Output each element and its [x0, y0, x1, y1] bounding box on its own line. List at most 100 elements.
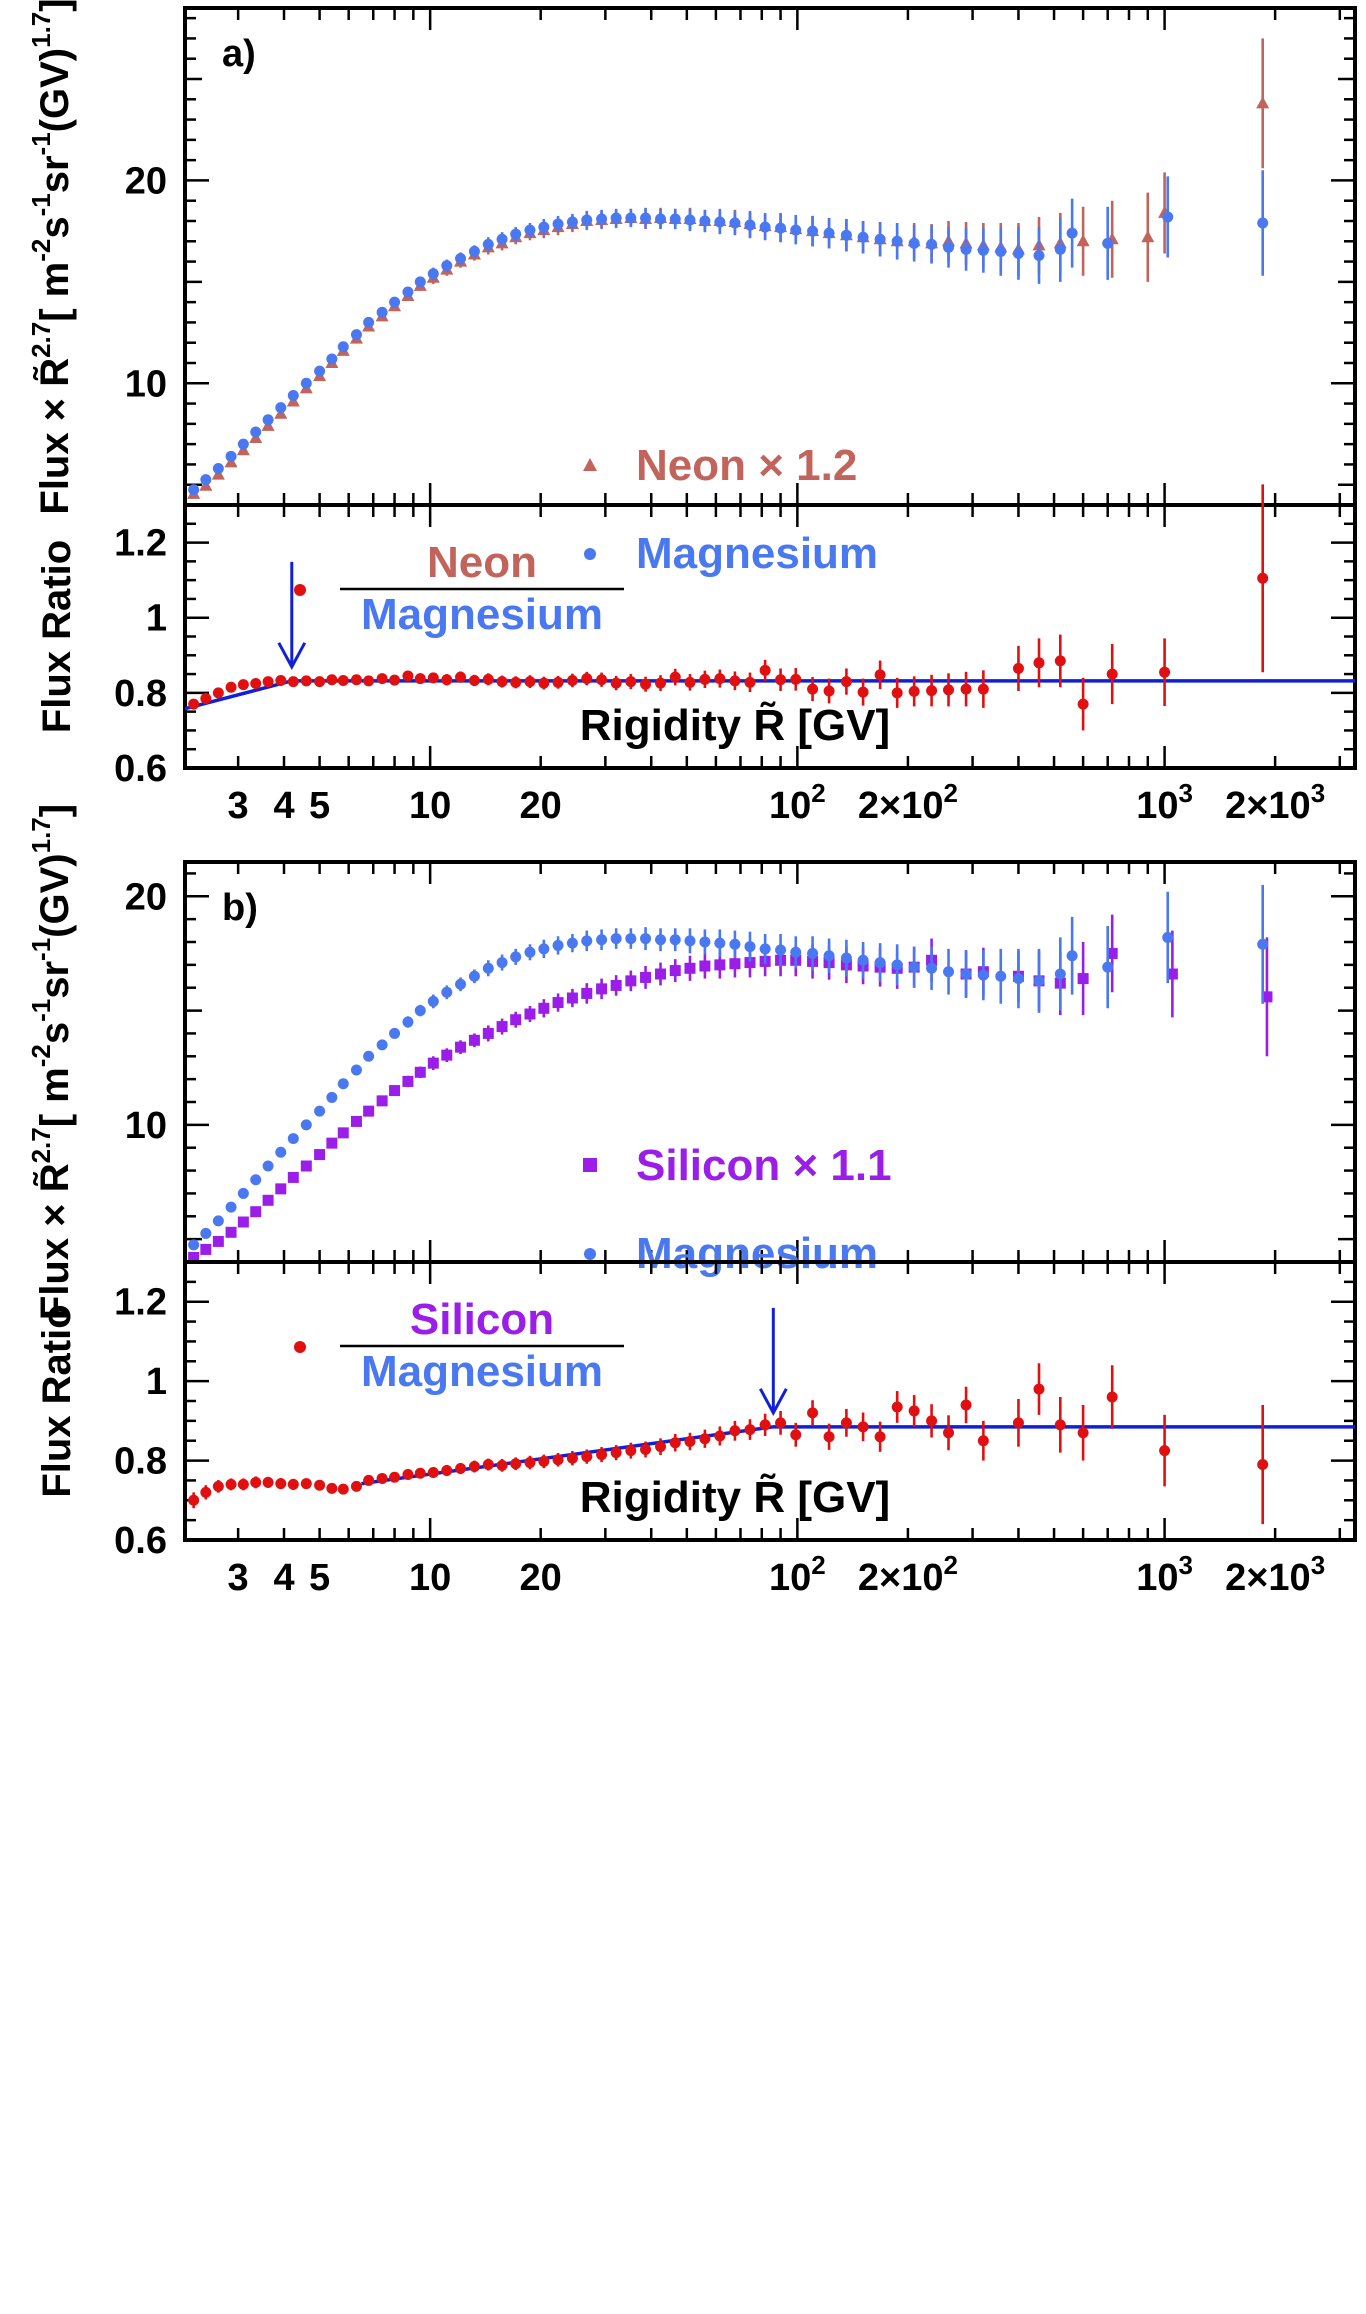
data-point	[300, 1160, 312, 1172]
data-point	[363, 1050, 375, 1062]
x-tick-label: 5	[309, 1557, 330, 1599]
data-point	[376, 673, 388, 685]
data-point	[744, 941, 756, 953]
series-magnesium	[188, 884, 1269, 1251]
data-point	[402, 670, 414, 682]
panel-a-ratio-chart: 0.6 0.8 1 1.2 3 4 5 10 20 102 2×102 103 2×103 Flux Ra…	[35, 484, 1357, 827]
data-point	[314, 1149, 326, 1161]
data-point	[427, 1057, 439, 1069]
data-point	[566, 216, 578, 228]
data-point	[908, 685, 920, 697]
data-point	[496, 233, 508, 245]
data-point	[510, 1014, 522, 1026]
data-point	[287, 1133, 299, 1145]
data-point	[699, 960, 711, 972]
data-point	[237, 1187, 249, 1199]
data-point	[1257, 938, 1269, 950]
data-point	[427, 672, 439, 684]
data-point	[225, 1478, 237, 1490]
data-point	[414, 1005, 426, 1017]
data-point	[300, 377, 312, 389]
data-point	[376, 1472, 388, 1484]
data-point	[840, 952, 852, 964]
data-point	[1162, 931, 1174, 943]
legend-numerator: Silicon	[410, 1295, 554, 1344]
data-point	[1012, 973, 1024, 985]
data-point	[977, 244, 989, 256]
data-point	[1257, 217, 1269, 229]
legend-marker	[294, 1341, 306, 1353]
data-point	[655, 677, 667, 689]
data-point	[874, 233, 886, 245]
data-point	[891, 1401, 903, 1413]
data-point	[414, 1066, 426, 1078]
data-point	[744, 676, 756, 688]
data-point	[596, 674, 608, 686]
data-point	[625, 212, 637, 224]
x-tick-label: 103	[1136, 778, 1193, 827]
data-point	[287, 676, 299, 688]
data-point	[350, 1115, 362, 1127]
data-point	[389, 1027, 401, 1039]
data-point	[510, 228, 522, 240]
data-point	[960, 243, 972, 255]
x-tick-label: 2×103	[1225, 778, 1325, 827]
series-silicon-magnesium	[188, 1363, 1269, 1525]
data-point	[441, 1049, 453, 1061]
data-point	[402, 1075, 414, 1087]
data-point	[455, 978, 467, 990]
data-point	[1033, 657, 1045, 669]
data-point	[524, 1457, 536, 1469]
data-point	[275, 1183, 287, 1195]
data-point	[468, 1034, 480, 1046]
data-point	[995, 970, 1007, 982]
data-point	[640, 1443, 652, 1455]
data-point	[538, 677, 550, 689]
x-axis-label: Rigidity R̃ [GV]	[580, 1472, 890, 1522]
data-point	[538, 221, 550, 233]
data-point	[1054, 243, 1066, 255]
panel-tag: a)	[222, 33, 256, 75]
data-point	[510, 951, 522, 963]
y-tick-label: 1.2	[114, 523, 167, 565]
data-point	[510, 676, 522, 688]
data-point	[482, 962, 494, 974]
data-point	[790, 1429, 802, 1441]
data-point	[669, 965, 681, 977]
data-point	[669, 934, 681, 946]
data-point	[225, 1226, 237, 1238]
data-point	[262, 414, 274, 426]
data-point	[908, 961, 920, 973]
data-point	[684, 1436, 696, 1448]
y-tick-label: 0.8	[114, 1441, 167, 1483]
data-point	[1256, 96, 1270, 109]
data-point	[640, 971, 652, 983]
data-point	[1077, 973, 1089, 985]
data-point	[857, 954, 869, 966]
series-neon-magnesium	[188, 484, 1269, 731]
data-point	[188, 698, 200, 710]
data-point	[581, 987, 593, 999]
data-point	[300, 1478, 312, 1490]
data-point	[496, 1459, 508, 1471]
data-point	[823, 227, 835, 239]
data-point	[566, 992, 578, 1004]
data-point	[363, 675, 375, 687]
data-point	[326, 1482, 338, 1494]
data-point	[714, 959, 726, 971]
data-point	[1054, 968, 1066, 980]
data-point	[943, 1427, 955, 1439]
data-point	[455, 1463, 467, 1475]
data-point	[581, 935, 593, 947]
data-point	[684, 962, 696, 974]
data-point	[212, 1235, 224, 1247]
data-point	[441, 260, 453, 272]
data-point	[300, 675, 312, 687]
y-axis-label: Flux Ratio	[35, 1304, 79, 1497]
legend-label: Magnesium	[636, 1229, 878, 1278]
data-point	[326, 1091, 338, 1103]
plot-frame	[183, 6, 1357, 507]
data-point	[874, 957, 886, 969]
data-point	[337, 674, 349, 686]
y-axis-label: Flux × R̃2.7[ m-2s-1sr-1(GV)1.7]	[26, 804, 77, 1320]
